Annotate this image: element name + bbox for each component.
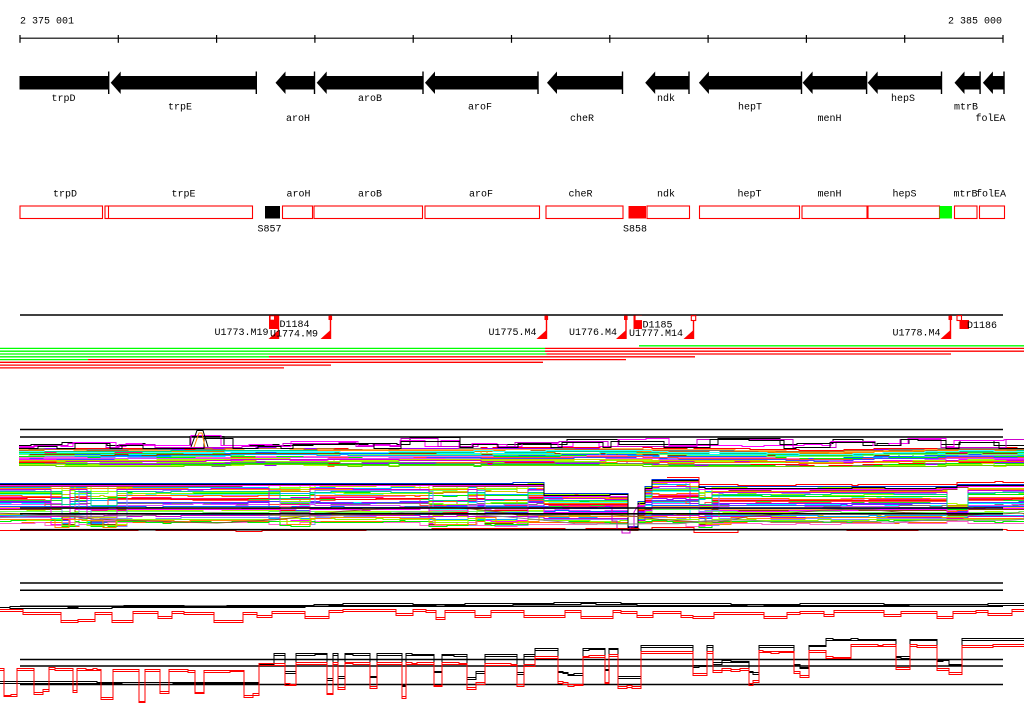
svg-text:menH: menH (817, 114, 841, 125)
svg-text:folEA: folEA (976, 189, 1006, 201)
svg-text:hepS: hepS (892, 189, 916, 201)
svg-text:2 385 000: 2 385 000 (948, 17, 1002, 28)
svg-text:mtrB: mtrB (954, 103, 978, 114)
svg-text:D1184: D1184 (280, 320, 310, 331)
svg-text:aroB: aroB (358, 190, 382, 201)
svg-text:U1774.M9: U1774.M9 (270, 329, 318, 340)
svg-text:U1775.M4: U1775.M4 (488, 328, 536, 339)
svg-text:U1773.M19: U1773.M19 (214, 328, 268, 339)
svg-text:hepS: hepS (891, 93, 915, 105)
svg-text:menH: menH (817, 190, 841, 201)
svg-text:ndk: ndk (657, 93, 675, 105)
svg-text:aroH: aroH (286, 190, 310, 201)
svg-text:cheR: cheR (570, 113, 594, 125)
svg-text:aroF: aroF (469, 190, 493, 201)
svg-text:S858: S858 (623, 225, 647, 236)
svg-text:cheR: cheR (568, 189, 592, 201)
svg-text:U1776.M4: U1776.M4 (569, 328, 617, 339)
svg-text:2 375 001: 2 375 001 (20, 17, 74, 28)
svg-text:aroF: aroF (468, 103, 492, 114)
svg-text:trpE: trpE (168, 103, 192, 114)
svg-text:mtrB: mtrB (953, 190, 977, 201)
svg-text:trpE: trpE (171, 190, 195, 201)
svg-text:ndk: ndk (657, 189, 675, 201)
svg-text:trpD: trpD (51, 94, 75, 105)
svg-text:U1777.M14: U1777.M14 (629, 329, 683, 340)
svg-text:folEA: folEA (975, 113, 1005, 125)
svg-text:D1185: D1185 (643, 321, 673, 332)
svg-text:aroH: aroH (286, 114, 310, 125)
svg-text:aroB: aroB (358, 94, 382, 105)
svg-text:hepT: hepT (737, 189, 761, 201)
svg-text:D1186: D1186 (967, 321, 997, 332)
svg-text:trpD: trpD (53, 190, 77, 201)
svg-text:U1778.M4: U1778.M4 (892, 329, 940, 340)
svg-text:S857: S857 (257, 225, 281, 236)
svg-text:hepT: hepT (738, 102, 762, 114)
